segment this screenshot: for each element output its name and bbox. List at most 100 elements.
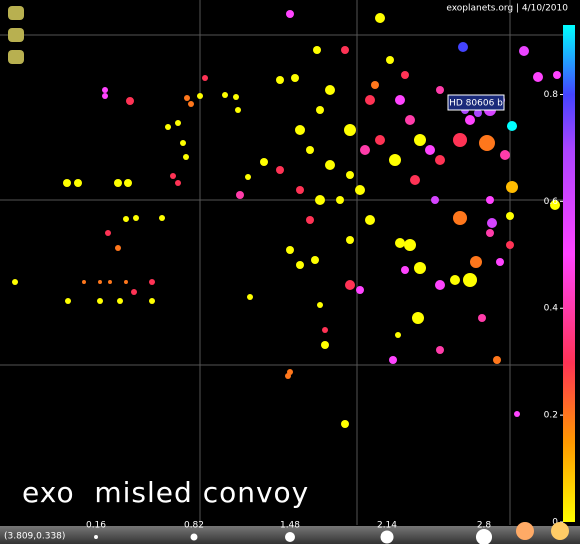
planet-point [401, 266, 409, 274]
planet-point [449, 274, 461, 286]
planet-point [101, 86, 109, 94]
credit: exoplanets.org | 4/10/2010 [446, 4, 568, 14]
planet-point [394, 331, 402, 339]
color-bar [563, 25, 575, 522]
planet-point [174, 179, 182, 187]
planet-point [114, 179, 122, 187]
planet-point [74, 179, 82, 187]
planet-point [424, 144, 436, 156]
planet-point [462, 272, 478, 288]
legend-marker [516, 522, 534, 540]
planet-point [486, 217, 498, 229]
planet-point [401, 71, 409, 79]
planet-point [341, 46, 349, 54]
planet-point [479, 135, 495, 151]
planet-point [532, 71, 544, 83]
planet-point [486, 196, 494, 204]
size-legend-marker [94, 535, 98, 539]
planet-point [414, 262, 426, 274]
planet-point [63, 179, 71, 187]
planet-point [221, 91, 229, 99]
size-legend-label: 0.16 [86, 521, 106, 531]
planet-point [434, 154, 446, 166]
planet-point [346, 236, 354, 244]
planet-point [201, 74, 209, 82]
tool-button[interactable] [8, 28, 24, 42]
color-tick-label: 0.6 [544, 197, 559, 207]
planet-point [493, 356, 501, 364]
planet-point [232, 93, 240, 101]
planet-point [321, 326, 329, 334]
planet-point [344, 279, 356, 291]
planet-point [124, 179, 132, 187]
planet-point [183, 94, 191, 102]
planet-point [314, 194, 326, 206]
color-tick-label: 0.4 [544, 304, 559, 314]
planet-point [386, 56, 394, 64]
size-legend-marker [380, 530, 394, 544]
planet-point [513, 410, 521, 418]
size-legend-marker [284, 531, 296, 543]
planet-point [394, 237, 406, 249]
planet-point [346, 171, 354, 179]
planet-point [169, 172, 177, 180]
planet-point [130, 288, 138, 296]
planet-point [124, 280, 128, 284]
planet-point [354, 184, 366, 196]
planet-point [126, 97, 134, 105]
planet-point [324, 159, 336, 171]
planet-point [316, 301, 324, 309]
size-legend-label: 1.48 [280, 521, 300, 531]
planet-point [98, 280, 102, 284]
planet-point [499, 149, 511, 161]
planet-point [336, 196, 344, 204]
planet-point [108, 280, 112, 284]
size-legend-marker [475, 528, 493, 544]
planet-point [452, 132, 468, 148]
planet-point [356, 286, 364, 294]
planet-point [174, 119, 182, 127]
size-legend-label: 2.14 [377, 521, 397, 531]
planet-point [158, 214, 166, 222]
planet-point [359, 144, 371, 156]
planet-point [394, 94, 406, 106]
planet-point [518, 45, 530, 57]
planet-point [364, 94, 376, 106]
tool-button[interactable] [8, 6, 24, 20]
planet-point [486, 229, 494, 237]
color-tick-label: 0.8 [544, 90, 559, 100]
tool-button[interactable] [8, 50, 24, 64]
size-legend-marker [190, 533, 198, 541]
legend-marker [551, 522, 569, 540]
planet-point [182, 153, 190, 161]
planet-point [294, 124, 306, 136]
planet-point [148, 297, 156, 305]
planet-point [436, 346, 444, 354]
planet-point [148, 278, 156, 286]
planet-point [506, 181, 518, 193]
planet-point [434, 279, 446, 291]
planet-point [276, 76, 284, 84]
planet-point [549, 199, 561, 211]
color-tick-label: 0 [552, 518, 558, 528]
planet-point [496, 258, 504, 266]
planet-point [374, 12, 386, 24]
planet-point [506, 241, 514, 249]
planet-point [341, 420, 349, 428]
planet-point [452, 210, 468, 226]
planet-point [179, 139, 187, 147]
planet-point [286, 10, 294, 18]
planet-point [409, 174, 421, 186]
planet-point [296, 186, 304, 194]
planet-point [234, 106, 242, 114]
planet-point [291, 74, 299, 82]
planet-point [246, 293, 254, 301]
planet-point [506, 212, 514, 220]
planet-point [296, 261, 304, 269]
planet-point [187, 100, 195, 108]
planet-point [286, 246, 294, 254]
planet-point [276, 166, 284, 174]
size-legend-label: 2.8 [477, 521, 492, 531]
planet-point [414, 134, 426, 146]
